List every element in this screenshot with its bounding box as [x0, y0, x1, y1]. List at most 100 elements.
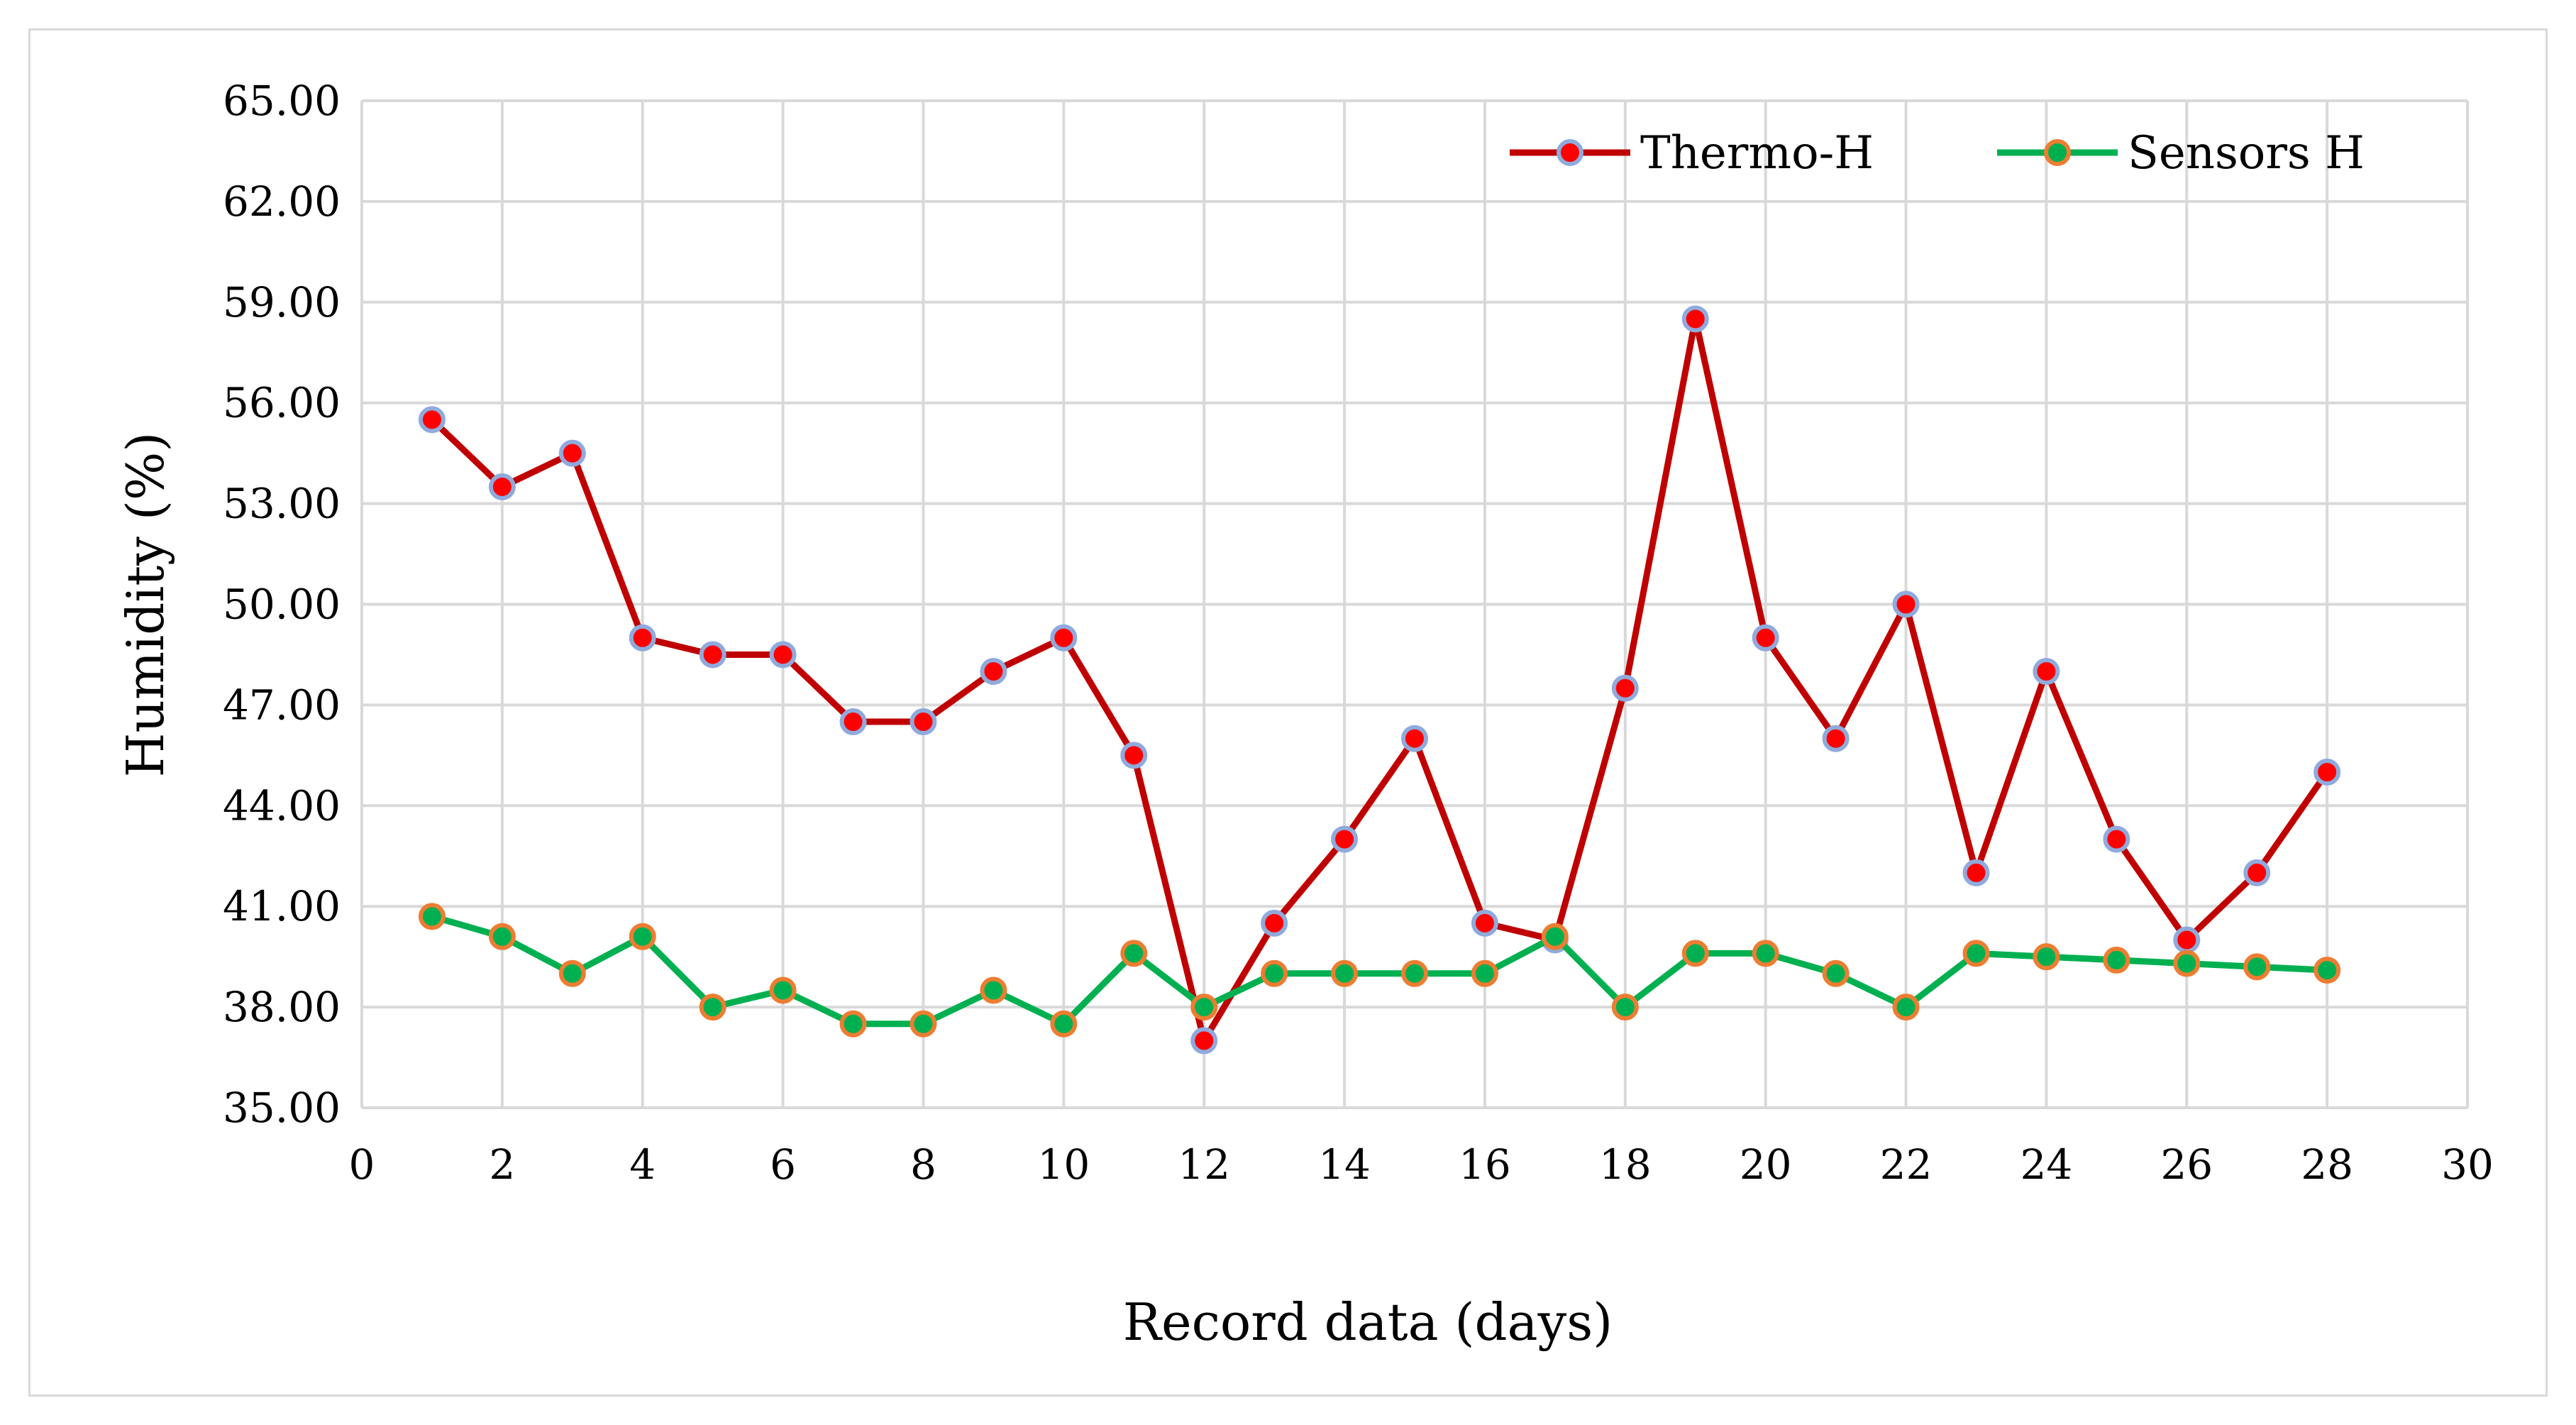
legend-label-sensors-h: Sensors H — [2128, 127, 2365, 180]
legend-item-thermo-h: Thermo-H — [1510, 127, 1874, 180]
y-tick-label-9: 62.00 — [223, 177, 341, 226]
data-point-thermo-h — [1050, 624, 1078, 651]
x-tick-label-13: 26 — [2160, 1140, 2213, 1189]
data-point-sensors-h — [1822, 959, 1850, 987]
x-tick-label-1: 2 — [489, 1140, 515, 1189]
x-tick-label-15: 30 — [2441, 1140, 2494, 1189]
x-tick-label-14: 28 — [2301, 1140, 2353, 1189]
data-point-thermo-h — [1471, 909, 1498, 937]
tick-labels: 35.00 38.00 41.00 44.00 47.00 50.00 53.00 56.00… — [223, 77, 2494, 1189]
data-point-thermo-h — [629, 624, 656, 651]
data-point-sensors-h — [2173, 950, 2201, 977]
data-point-thermo-h — [980, 658, 1007, 686]
data-point-thermo-h — [769, 641, 797, 669]
data-point-sensors-h — [1471, 959, 1498, 987]
chart-frame — [28, 28, 2548, 1397]
x-tick-label-8: 16 — [1459, 1140, 1511, 1189]
data-point-thermo-h — [1962, 859, 1990, 886]
data-point-sensors-h — [1120, 940, 1148, 967]
x-tick-label-10: 20 — [1740, 1140, 1792, 1189]
data-point-sensors-h — [2033, 943, 2060, 971]
data-point-thermo-h — [2243, 859, 2271, 886]
data-point-sensors-h — [2314, 957, 2341, 984]
x-tick-label-2: 4 — [629, 1140, 656, 1189]
data-point-thermo-h — [1120, 742, 1148, 769]
data-point-thermo-h — [1822, 725, 1850, 752]
x-axis-title: Record data (days) — [1123, 1292, 1613, 1352]
data-point-sensors-h — [699, 994, 726, 1021]
x-tick-label-3: 6 — [770, 1140, 796, 1189]
data-point-thermo-h — [2103, 825, 2130, 853]
legend: Thermo-H Sensors H — [1510, 127, 2365, 180]
series-layer — [418, 305, 2341, 1055]
data-point-thermo-h — [1681, 305, 1709, 333]
legend-label-thermo-h: Thermo-H — [1640, 127, 1874, 180]
data-point-thermo-h — [839, 708, 867, 736]
data-point-sensors-h — [769, 976, 797, 1004]
y-tick-label-0: 35.00 — [223, 1084, 341, 1132]
series-thermo-h — [418, 305, 2341, 1055]
data-point-sensors-h — [910, 1010, 937, 1038]
data-point-sensors-h — [1261, 959, 1288, 987]
data-point-thermo-h — [2033, 658, 2060, 686]
data-point-sensors-h — [1401, 959, 1428, 987]
legend-item-sensors-h: Sensors H — [1997, 127, 2365, 180]
data-point-thermo-h — [1752, 624, 1779, 651]
series-line-sensors-h — [431, 913, 2328, 1028]
data-point-thermo-h — [910, 708, 937, 736]
x-tick-label-11: 22 — [1880, 1140, 1933, 1189]
x-tick-label-5: 10 — [1037, 1140, 1090, 1189]
data-point-sensors-h — [839, 1010, 867, 1038]
data-point-sensors-h — [1611, 994, 1639, 1021]
data-point-sensors-h — [1752, 940, 1779, 967]
data-point-sensors-h — [1050, 1010, 1078, 1038]
data-point-sensors-h — [1190, 994, 1218, 1021]
data-point-sensors-h — [1331, 959, 1359, 987]
x-tick-label-12: 24 — [2020, 1140, 2072, 1189]
y-tick-label-3: 44.00 — [223, 781, 341, 830]
legend-marker-sensors-h — [2044, 139, 2071, 166]
y-tick-label-7: 56.00 — [223, 379, 341, 427]
data-point-thermo-h — [1892, 590, 1920, 618]
data-point-sensors-h — [2243, 953, 2271, 981]
data-point-thermo-h — [1401, 725, 1428, 752]
data-point-thermo-h — [1190, 1027, 1218, 1055]
data-point-thermo-h — [2314, 759, 2341, 786]
y-tick-label-6: 53.00 — [223, 480, 341, 528]
x-tick-label-6: 12 — [1178, 1140, 1230, 1189]
data-point-sensors-h — [558, 959, 586, 987]
data-point-thermo-h — [699, 641, 726, 669]
data-point-thermo-h — [418, 406, 446, 434]
data-point-sensors-h — [418, 903, 446, 930]
data-point-sensors-h — [488, 923, 516, 950]
data-point-sensors-h — [1541, 923, 1569, 950]
y-tick-label-5: 50.00 — [223, 581, 341, 629]
y-tick-label-2: 41.00 — [223, 882, 341, 930]
data-point-sensors-h — [1962, 940, 1990, 967]
data-point-thermo-h — [1331, 825, 1359, 853]
x-tick-label-7: 14 — [1318, 1140, 1371, 1189]
data-point-sensors-h — [629, 923, 656, 950]
y-axis-title: Humidity (%) — [116, 432, 175, 778]
data-point-sensors-h — [1681, 940, 1709, 967]
data-point-thermo-h — [1261, 909, 1288, 937]
gridlines — [360, 99, 2469, 1109]
data-point-thermo-h — [488, 473, 516, 500]
series-line-thermo-h — [429, 315, 2330, 1044]
x-tick-label-4: 8 — [910, 1140, 936, 1189]
y-tick-label-8: 59.00 — [223, 278, 341, 326]
data-point-thermo-h — [1611, 674, 1639, 702]
y-tick-label-10: 65.00 — [223, 77, 341, 125]
data-point-sensors-h — [1892, 994, 1920, 1021]
data-point-thermo-h — [2173, 926, 2201, 954]
data-point-sensors-h — [980, 976, 1007, 1004]
series-sensors-h — [418, 903, 2341, 1038]
y-tick-label-4: 47.00 — [223, 681, 341, 729]
data-point-thermo-h — [558, 439, 586, 467]
legend-marker-thermo-h — [1557, 139, 1583, 166]
x-tick-label-0: 0 — [349, 1140, 375, 1189]
x-tick-label-9: 18 — [1599, 1140, 1652, 1189]
y-tick-label-1: 38.00 — [223, 983, 341, 1031]
data-point-sensors-h — [2103, 946, 2130, 974]
